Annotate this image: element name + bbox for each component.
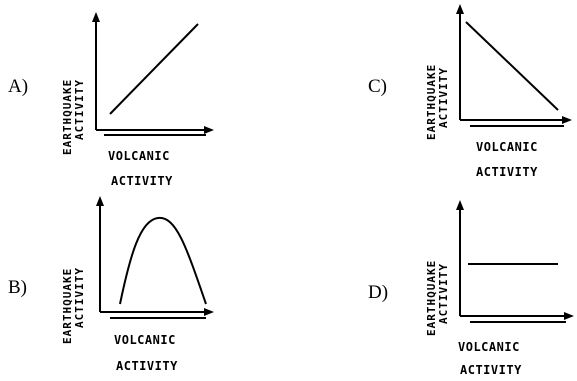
y-axis-label-line1: EARTHQUAKE [61, 79, 74, 155]
y-axis-label-line2: ACTIVITY [73, 267, 86, 328]
option-b-svg: EARTHQUAKE ACTIVITY VOLCANIC ACTIVITY [61, 196, 214, 373]
option-d-svg: EARTHQUAKE ACTIVITY VOLCANIC ACTIVITY [425, 200, 574, 377]
y-axis-label-line2: ACTIVITY [73, 79, 86, 140]
y-axis-label-line1: EARTHQUAKE [425, 260, 438, 336]
x-axis-label-line2: ACTIVITY [111, 174, 173, 188]
option-a-svg: EARTHQUAKE ACTIVITY VOLCANIC ACTIVITY [61, 12, 214, 188]
curve-increasing [109, 23, 199, 115]
option-c-graph: EARTHQUAKE ACTIVITY VOLCANIC ACTIVITY [418, 0, 577, 180]
option-c-svg: EARTHQUAKE ACTIVITY VOLCANIC ACTIVITY [425, 4, 572, 179]
option-d-letter: D) [368, 282, 389, 303]
x-axis-arrow [562, 116, 572, 124]
x-axis-label-line1: VOLCANIC [108, 149, 170, 163]
x-axis-label-line1: VOLCANIC [114, 333, 176, 347]
option-a-letter: A) [8, 76, 29, 97]
x-axis-arrow [204, 126, 214, 134]
option-a-graph: EARTHQUAKE ACTIVITY VOLCANIC ACTIVITY [58, 0, 218, 188]
y-axis-label-line2: ACTIVITY [437, 67, 450, 128]
x-axis-arrow [204, 308, 214, 316]
option-b-graph: EARTHQUAKE ACTIVITY VOLCANIC ACTIVITY [58, 196, 218, 376]
y-axis-arrow [456, 4, 464, 14]
y-axis-label-line1: EARTHQUAKE [425, 64, 438, 140]
x-axis-label-line2: ACTIVITY [476, 165, 538, 179]
curve-decreasing [465, 21, 559, 111]
curve-rise-then-fall [119, 216, 207, 305]
x-axis-label-line1: VOLCANIC [458, 340, 520, 354]
x-axis-label-line1: VOLCANIC [476, 140, 538, 154]
y-axis-label-line2: ACTIVITY [437, 263, 450, 324]
x-axis-arrow [564, 312, 574, 320]
y-axis-arrow [96, 196, 104, 206]
y-axis-label-line1: EARTHQUAKE [61, 268, 74, 344]
x-axis-label-line2: ACTIVITY [116, 359, 178, 373]
option-c-letter: C) [368, 76, 387, 97]
y-axis-arrow [92, 12, 100, 22]
option-d-graph: EARTHQUAKE ACTIVITY VOLCANIC ACTIVITY [418, 196, 577, 377]
x-axis-label-line2: ACTIVITY [460, 363, 522, 377]
y-axis-arrow [456, 200, 464, 210]
option-b-letter: B) [8, 277, 27, 298]
